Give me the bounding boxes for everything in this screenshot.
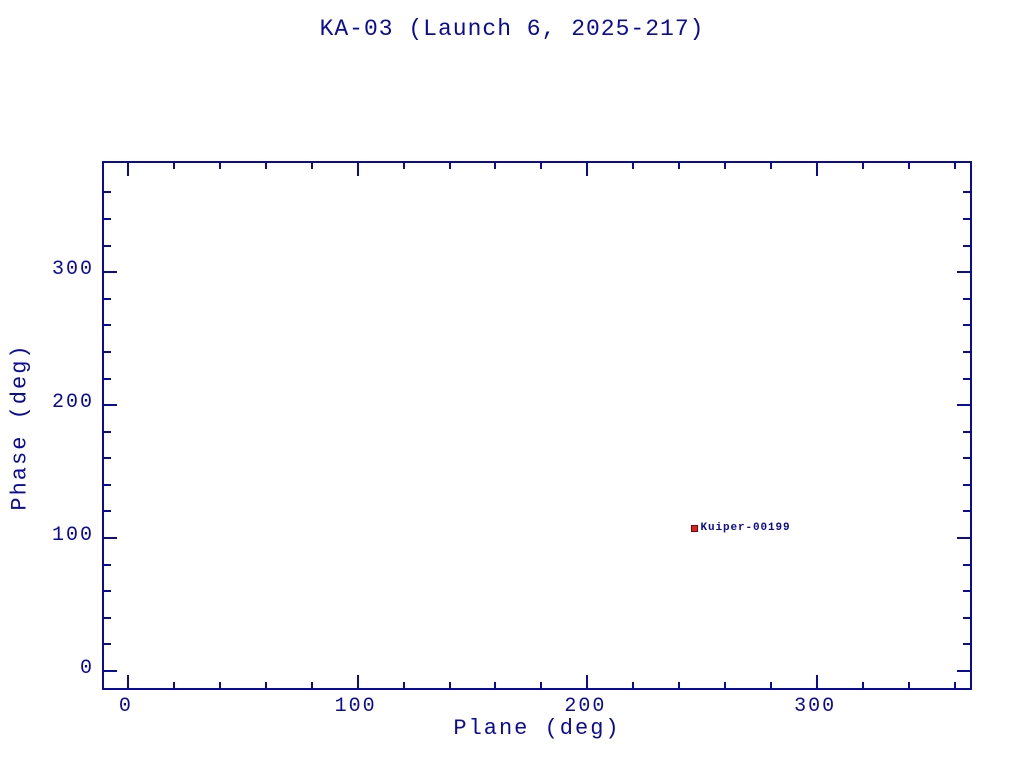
y-minor-tick-right (963, 297, 970, 300)
x-major-tick-top (126, 163, 129, 176)
y-tick-label: 200 (51, 391, 94, 415)
x-major-tick (356, 675, 359, 688)
y-minor-tick (104, 616, 111, 619)
x-minor-tick (172, 682, 175, 688)
y-minor-tick (104, 377, 111, 380)
y-minor-tick-right (963, 244, 970, 247)
y-minor-tick-right (963, 563, 970, 566)
y-minor-tick-right (963, 350, 970, 353)
y-minor-tick (104, 324, 111, 327)
y-minor-tick (104, 510, 111, 513)
x-minor-tick (632, 682, 635, 688)
data-point-marker-square (690, 524, 698, 532)
y-minor-tick-right (963, 590, 970, 593)
y-axis-label: Phase (deg) (7, 343, 33, 511)
x-tick-label: 300 (794, 695, 837, 718)
y-minor-tick (104, 590, 111, 593)
y-tick-label: 100 (51, 524, 94, 548)
y-minor-tick-right (963, 430, 970, 433)
y-tick-label: 0 (79, 656, 94, 680)
y-major-tick (104, 271, 117, 274)
x-minor-tick (310, 682, 313, 688)
x-major-tick-top (586, 163, 589, 176)
x-minor-tick (448, 682, 451, 688)
y-tick-label: 300 (51, 258, 94, 282)
y-minor-tick-right (963, 643, 970, 646)
y-major-tick-right (957, 271, 970, 274)
y-minor-tick-right (963, 616, 970, 619)
x-minor-tick-top (678, 163, 681, 169)
x-minor-tick (862, 682, 865, 688)
y-minor-tick-right (963, 191, 970, 194)
y-major-tick (104, 669, 117, 672)
x-minor-tick-top (540, 163, 543, 169)
x-minor-tick-top (448, 163, 451, 169)
x-tick-label: 100 (334, 695, 377, 718)
x-major-tick-top (356, 163, 359, 176)
x-minor-tick (724, 682, 727, 688)
x-minor-tick-top (402, 163, 405, 169)
y-minor-tick-right (963, 324, 970, 327)
x-minor-tick-top (862, 163, 865, 169)
y-minor-tick-right (963, 377, 970, 380)
y-major-tick-right (957, 669, 970, 672)
y-minor-tick (104, 350, 111, 353)
y-major-tick-right (957, 404, 970, 407)
x-minor-tick (402, 682, 405, 688)
x-axis-label: Plane (deg) (453, 716, 621, 741)
x-minor-tick (264, 682, 267, 688)
x-minor-tick (907, 682, 910, 688)
y-minor-tick-right (963, 510, 970, 513)
y-minor-tick (104, 217, 111, 220)
x-major-tick (816, 675, 819, 688)
x-tick-label: 200 (564, 695, 607, 718)
x-minor-tick-top (172, 163, 175, 169)
x-minor-tick (218, 682, 221, 688)
x-minor-tick (540, 682, 543, 688)
y-major-tick (104, 537, 117, 540)
x-minor-tick (953, 682, 956, 688)
y-minor-tick (104, 430, 111, 433)
chart-title: KA-03 (Launch 6, 2025-217) (319, 16, 705, 42)
x-minor-tick-top (310, 163, 313, 169)
x-minor-tick (678, 682, 681, 688)
y-minor-tick (104, 643, 111, 646)
y-minor-tick (104, 563, 111, 566)
y-minor-tick-right (963, 457, 970, 460)
x-minor-tick-top (907, 163, 910, 169)
x-minor-tick-top (264, 163, 267, 169)
y-major-tick-right (957, 537, 970, 540)
y-minor-tick (104, 191, 111, 194)
x-minor-tick (770, 682, 773, 688)
x-tick-label: 0 (118, 695, 133, 718)
x-minor-tick (494, 682, 497, 688)
y-minor-tick (104, 297, 111, 300)
y-minor-tick-right (963, 483, 970, 486)
y-minor-tick (104, 457, 111, 460)
x-minor-tick-top (632, 163, 635, 169)
x-minor-tick-top (494, 163, 497, 169)
plot-frame (102, 161, 972, 690)
y-major-tick (104, 404, 117, 407)
y-minor-tick-right (963, 217, 970, 220)
x-minor-tick-top (724, 163, 727, 169)
x-major-tick (586, 675, 589, 688)
x-minor-tick-top (953, 163, 956, 169)
x-major-tick-top (816, 163, 819, 176)
x-minor-tick-top (218, 163, 221, 169)
y-minor-tick (104, 483, 111, 486)
y-minor-tick (104, 244, 111, 247)
x-minor-tick-top (770, 163, 773, 169)
data-point-label: Kuiper-00199 (700, 522, 791, 535)
x-major-tick (126, 675, 129, 688)
